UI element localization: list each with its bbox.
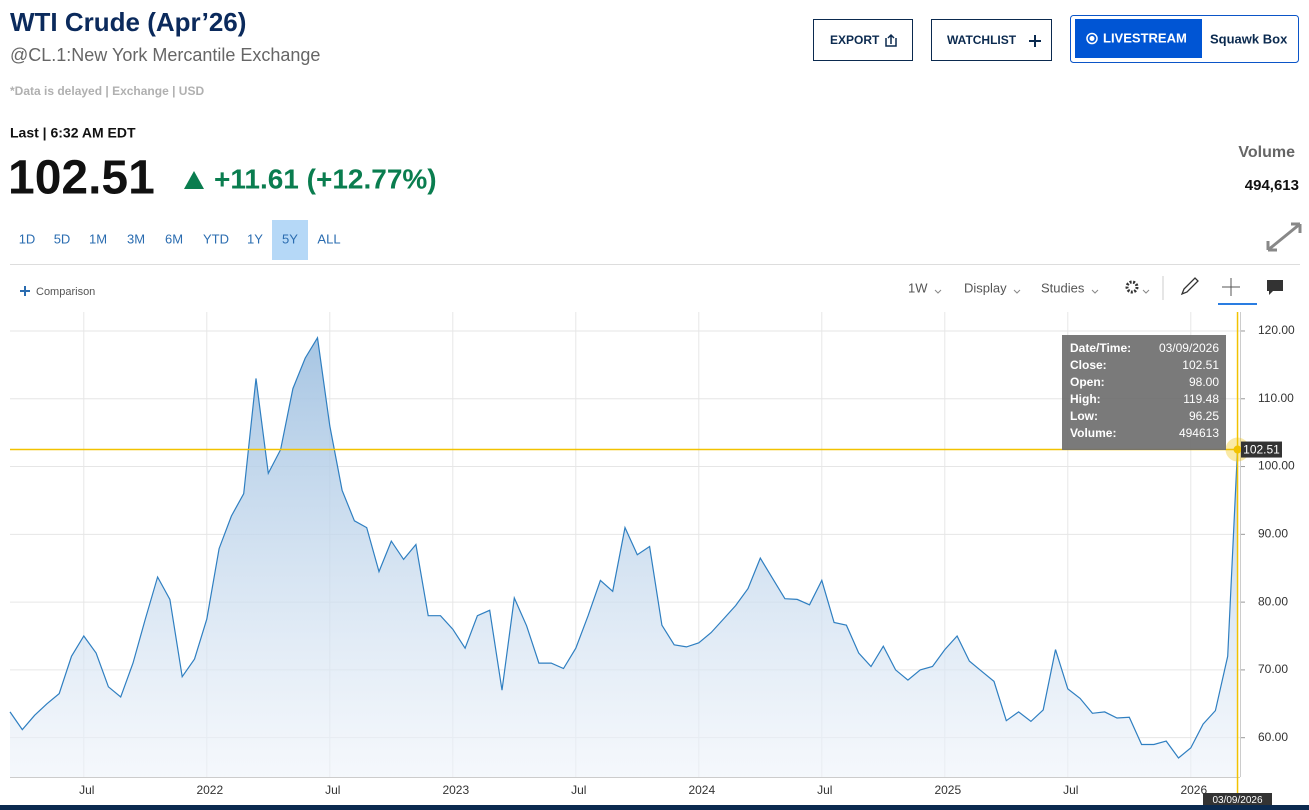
tooltip-value: 102.51 <box>1182 358 1219 372</box>
tooltip-label: Volume: <box>1070 426 1116 440</box>
livestream-label[interactable]: LIVESTREAM <box>1103 30 1187 45</box>
title: WTI Crude (Apr’26) <box>10 7 246 37</box>
watchlist-label[interactable]: WATCHLIST <box>947 33 1017 47</box>
livestream-group[interactable]: LIVESTREAM Squawk Box <box>1070 15 1299 63</box>
chevron <box>1142 289 1150 294</box>
up-arrow <box>184 171 204 189</box>
range-button[interactable]: 5Y <box>282 231 298 246</box>
x-tick-label: Jul <box>817 783 832 797</box>
chevron <box>1091 289 1099 294</box>
change: +11.61 (+12.77%) <box>214 163 437 194</box>
y-tick-label: 80.00 <box>1258 594 1288 608</box>
export-icon <box>885 33 897 47</box>
range-button[interactable]: 1D <box>19 231 36 246</box>
comparison-icon[interactable] <box>20 286 30 296</box>
y-tick-label: 60.00 <box>1258 730 1288 744</box>
comment-icon[interactable] <box>1267 280 1283 295</box>
x-tick-label: 2023 <box>442 783 469 797</box>
range-selected <box>272 220 308 260</box>
live-dot <box>1089 36 1095 41</box>
range-button[interactable]: 1M <box>89 231 107 246</box>
x-tick-label: 2024 <box>688 783 715 797</box>
range-button[interactable]: ALL <box>317 231 340 246</box>
range-bar: 1D 5D 1M 3M 6M YTD 1Y 5Y ALL <box>19 220 341 260</box>
last-time: Last | 6:32 AM EDT <box>10 125 136 141</box>
y-tick-label: 120.00 <box>1258 323 1295 337</box>
tooltip-label: Open: <box>1070 375 1105 389</box>
export-button[interactable]: EXPORT <box>813 19 913 61</box>
pencil-icon[interactable] <box>1180 277 1199 296</box>
tooltip-label: Close: <box>1070 358 1107 372</box>
tooltip-label: Date/Time: <box>1070 341 1131 355</box>
volume: 494,613 <box>1245 177 1299 194</box>
expand-icon[interactable] <box>1266 222 1302 252</box>
tooltip-label: High: <box>1070 392 1101 406</box>
tooltip-value: 98.00 <box>1189 375 1219 389</box>
bottom-bar <box>0 805 1309 810</box>
x-tick-label: 2025 <box>934 783 961 797</box>
date-flag-label: 03/09/2026 <box>1212 795 1262 806</box>
y-tick-label: 100.00 <box>1258 459 1295 473</box>
x-tick-label: Jul <box>571 783 586 797</box>
range-button[interactable]: 1Y <box>247 231 263 246</box>
y-tick-label: 70.00 <box>1258 662 1288 676</box>
plus-icon <box>1029 35 1041 47</box>
range-button[interactable]: 6M <box>165 231 183 246</box>
tooltip-value: 494613 <box>1179 426 1219 440</box>
display[interactable]: Display <box>964 280 1007 295</box>
chevron <box>1013 289 1021 294</box>
tooltip-value: 96.25 <box>1189 409 1219 423</box>
studies[interactable]: Studies <box>1041 280 1085 295</box>
live-icon <box>1086 32 1098 45</box>
note: *Data is delayed | Exchange | USD <box>10 84 204 98</box>
date-flag <box>1203 793 1272 807</box>
livestream-box[interactable] <box>1075 19 1202 58</box>
y-tick-label: 90.00 <box>1258 527 1288 541</box>
price-flag-label: 102.51 <box>1243 443 1280 457</box>
crosshair-point <box>1233 445 1242 454</box>
interval[interactable]: 1W <box>908 280 928 295</box>
export-label[interactable]: EXPORT <box>830 33 880 47</box>
tooltip-value: 03/09/2026 <box>1159 341 1219 355</box>
price-flag <box>1241 441 1282 458</box>
range-button[interactable]: 5D <box>54 231 71 246</box>
comparison[interactable]: Comparison <box>36 286 95 298</box>
x-tick-label: Jul <box>79 783 94 797</box>
volume-label: Volume <box>1238 144 1295 161</box>
range-button[interactable]: YTD <box>203 231 229 246</box>
tooltip-box <box>1062 335 1226 450</box>
price-line <box>9 336 1239 759</box>
subtitle: @CL.1:New York Mercantile Exchange <box>10 45 320 65</box>
plot: 60.00 70.00 80.00 90.00 100.00 110.00 120.00 Ju… <box>9 312 1295 807</box>
area-fill <box>10 337 1238 777</box>
x-tick-label: Jul <box>325 783 340 797</box>
range-button[interactable]: 3M <box>127 231 145 246</box>
watchlist-button[interactable]: WATCHLIST <box>931 19 1052 61</box>
tooltip-value: 119.48 <box>1183 392 1219 406</box>
tooltip-label: Low: <box>1070 409 1098 423</box>
y-tick-label: 110.00 <box>1258 391 1294 405</box>
crosshair-icon[interactable] <box>1222 278 1240 296</box>
x-tick-label: Jul <box>1063 783 1078 797</box>
squawk-label[interactable]: Squawk Box <box>1210 31 1288 46</box>
x-tick-label: 2026 <box>1180 783 1207 797</box>
x-tick-label: 2022 <box>196 783 223 797</box>
gear-icon[interactable] <box>1125 280 1139 294</box>
chevron <box>934 289 942 294</box>
price: 102.51 <box>8 152 155 205</box>
